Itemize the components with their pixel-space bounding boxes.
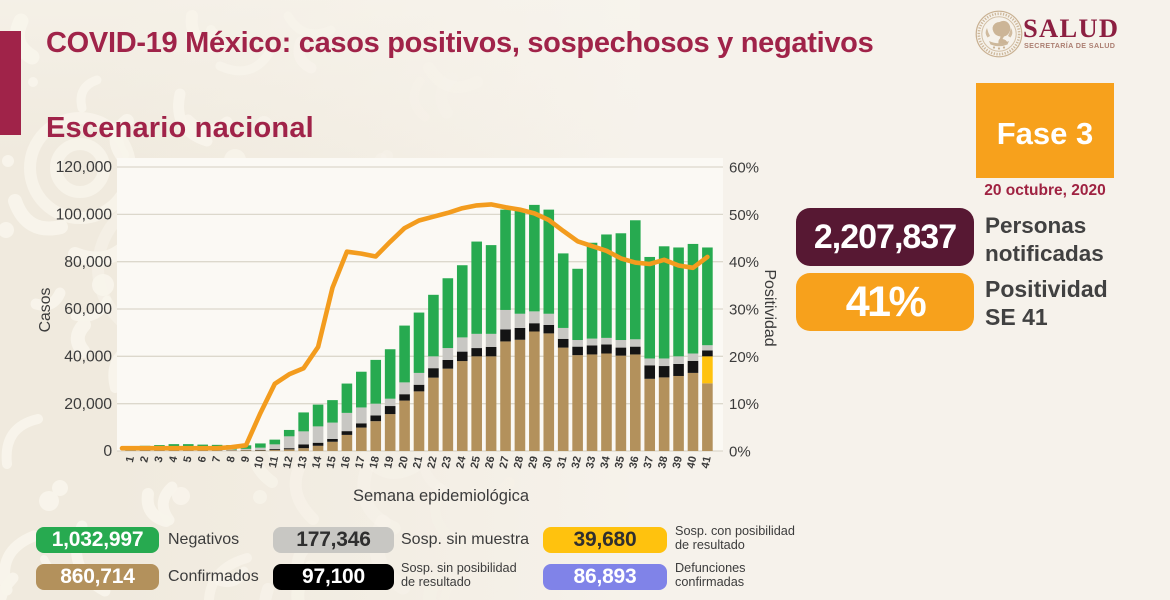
svg-text:60,000: 60,000 — [64, 301, 112, 318]
svg-text:8: 8 — [225, 455, 238, 463]
svg-text:4: 4 — [167, 454, 180, 463]
svg-text:35: 35 — [613, 455, 627, 469]
svg-text:40: 40 — [685, 455, 699, 469]
svg-text:100,000: 100,000 — [56, 207, 113, 224]
svg-text:40,000: 40,000 — [64, 349, 112, 366]
svg-text:80,000: 80,000 — [64, 254, 112, 271]
svg-text:14: 14 — [310, 454, 324, 469]
svg-text:22: 22 — [425, 455, 439, 469]
svg-text:3: 3 — [153, 455, 166, 463]
svg-text:37: 37 — [642, 455, 656, 469]
svg-text:1: 1 — [124, 455, 137, 463]
svg-text:0: 0 — [103, 443, 112, 460]
svg-text:11: 11 — [267, 455, 281, 469]
svg-text:34: 34 — [599, 454, 613, 469]
svg-text:0%: 0% — [729, 444, 751, 461]
svg-text:17: 17 — [353, 455, 367, 469]
svg-text:38: 38 — [656, 455, 670, 469]
svg-text:26: 26 — [483, 455, 497, 469]
svg-text:13: 13 — [296, 455, 310, 469]
svg-text:16: 16 — [339, 455, 353, 469]
svg-text:60%: 60% — [729, 160, 759, 177]
svg-text:33: 33 — [584, 455, 598, 469]
svg-text:Casos: Casos — [37, 288, 54, 333]
svg-text:41: 41 — [699, 455, 713, 469]
svg-text:30%: 30% — [729, 302, 759, 319]
svg-text:27: 27 — [498, 455, 512, 469]
svg-text:30: 30 — [541, 455, 555, 469]
svg-text:24: 24 — [454, 454, 468, 469]
svg-text:15: 15 — [325, 455, 339, 469]
svg-text:5: 5 — [182, 455, 195, 463]
svg-text:40%: 40% — [729, 254, 759, 271]
svg-text:9: 9 — [239, 455, 252, 463]
svg-text:12: 12 — [281, 455, 295, 469]
svg-text:20: 20 — [397, 455, 411, 469]
svg-text:18: 18 — [368, 455, 382, 469]
svg-text:39: 39 — [671, 455, 685, 469]
svg-text:36: 36 — [627, 455, 641, 469]
svg-text:50%: 50% — [729, 207, 759, 224]
svg-text:20,000: 20,000 — [64, 396, 112, 413]
svg-text:28: 28 — [512, 455, 526, 469]
svg-text:10%: 10% — [729, 396, 759, 413]
svg-text:10: 10 — [252, 455, 266, 469]
svg-text:Positividad: Positividad — [761, 269, 778, 346]
svg-text:19: 19 — [382, 455, 396, 469]
svg-text:Semana epidemiológica: Semana epidemiológica — [353, 487, 530, 505]
svg-text:25: 25 — [469, 455, 483, 469]
svg-text:2: 2 — [138, 455, 151, 463]
svg-text:120,000: 120,000 — [56, 159, 113, 176]
svg-text:23: 23 — [440, 455, 454, 469]
svg-text:20%: 20% — [729, 349, 759, 366]
svg-text:6: 6 — [196, 455, 209, 463]
svg-text:31: 31 — [555, 455, 569, 469]
svg-text:7: 7 — [210, 455, 223, 463]
svg-text:21: 21 — [411, 455, 425, 469]
svg-text:32: 32 — [570, 455, 584, 469]
svg-text:29: 29 — [526, 455, 540, 469]
